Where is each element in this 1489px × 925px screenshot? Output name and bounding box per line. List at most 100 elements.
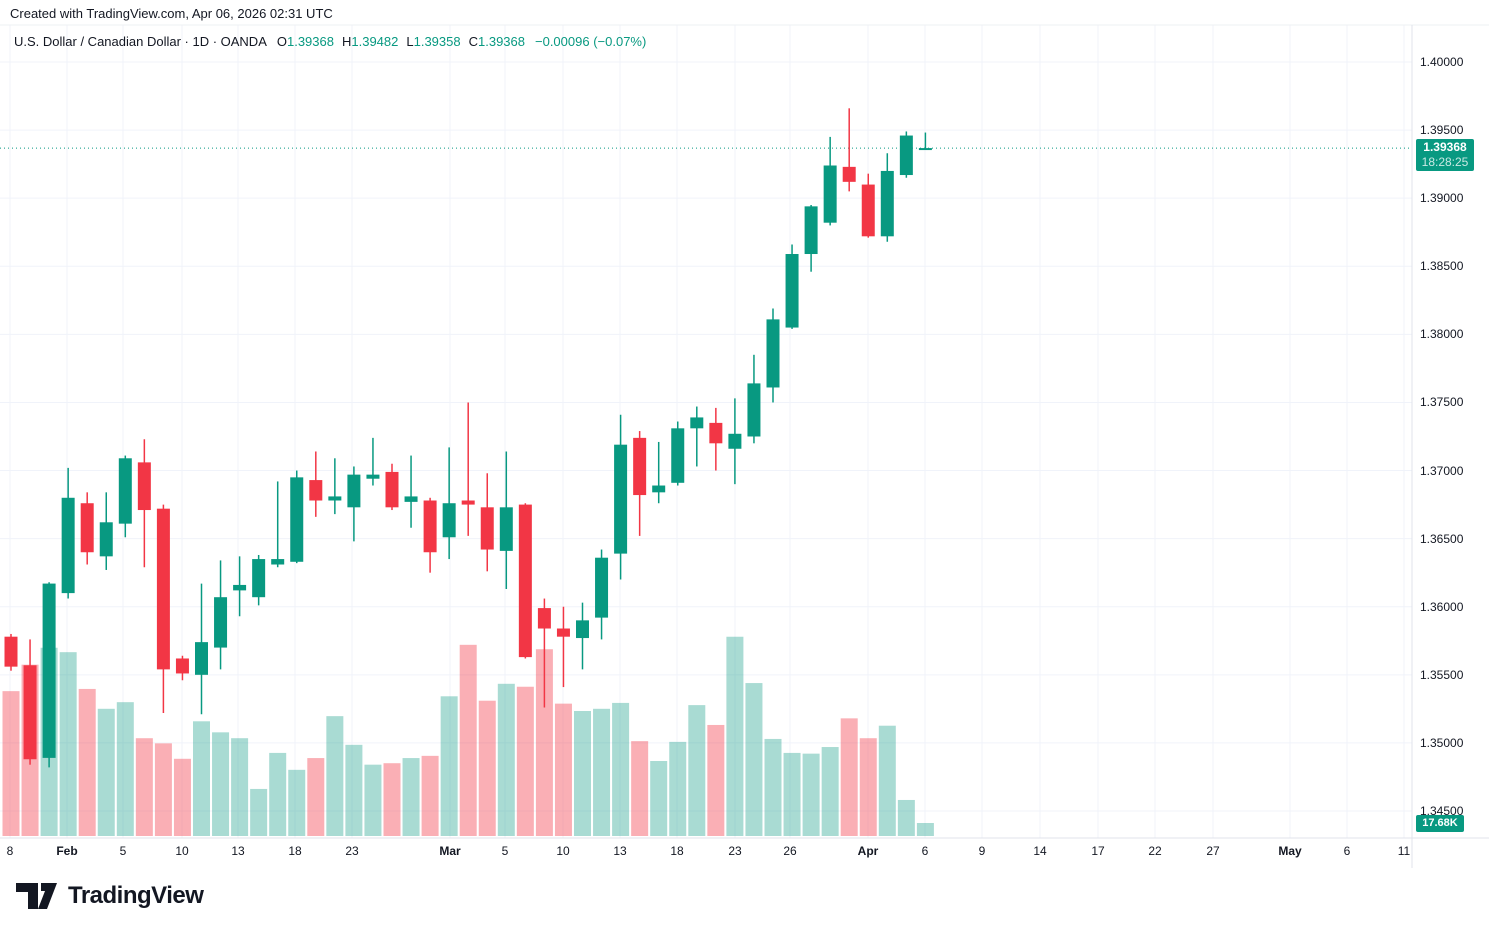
volume-bar[interactable] [516, 686, 534, 836]
candle-body[interactable] [290, 477, 304, 562]
volume-bar[interactable] [497, 683, 515, 836]
candle-body[interactable] [804, 206, 818, 255]
volume-bar[interactable] [116, 702, 134, 836]
volume-bar[interactable] [59, 652, 77, 836]
candle-body[interactable] [747, 383, 761, 437]
volume-bar[interactable] [916, 822, 934, 836]
volume-bar[interactable] [478, 700, 496, 836]
candle-body[interactable] [899, 135, 913, 176]
candle-body[interactable] [252, 559, 266, 598]
volume-bar[interactable] [745, 683, 763, 836]
candle-body[interactable] [595, 557, 609, 618]
volume-bar[interactable] [593, 708, 611, 836]
candle-body[interactable] [461, 500, 475, 505]
volume-bar[interactable] [688, 705, 706, 836]
volume-bar[interactable] [535, 649, 553, 836]
candle-body[interactable] [861, 184, 875, 237]
candle-body[interactable] [766, 319, 780, 388]
volume-bar[interactable] [783, 752, 801, 836]
candle-body[interactable] [175, 658, 189, 674]
volume-bar[interactable] [383, 763, 401, 836]
candle-body[interactable] [880, 170, 894, 237]
candle-body[interactable] [137, 462, 151, 511]
volume-bar[interactable] [269, 752, 287, 836]
candle-body[interactable] [214, 597, 228, 648]
volume-bar[interactable] [326, 716, 344, 836]
volume-bar[interactable] [440, 696, 458, 836]
candle-body[interactable] [195, 642, 208, 675]
volume-bar[interactable] [154, 743, 172, 836]
candle-body[interactable] [233, 584, 247, 591]
candle-body[interactable] [385, 471, 399, 508]
volume-bar[interactable] [669, 741, 687, 836]
volume-bar[interactable] [878, 725, 896, 836]
candle-body[interactable] [556, 628, 570, 637]
volume-bar[interactable] [212, 732, 230, 836]
candle-body[interactable] [23, 665, 37, 760]
candle-body[interactable] [309, 480, 323, 501]
volume-bar[interactable] [402, 758, 420, 836]
volume-bar[interactable] [821, 747, 839, 836]
candle-body[interactable] [80, 503, 94, 553]
candle-body[interactable] [118, 458, 132, 524]
volume-bar[interactable] [726, 636, 744, 836]
candle-body[interactable] [442, 503, 456, 538]
candle-body[interactable] [328, 496, 342, 501]
candle-body[interactable] [4, 636, 18, 667]
candle-body[interactable] [652, 485, 666, 493]
tradingview-logo[interactable]: TradingView [16, 882, 204, 910]
volume-bar[interactable] [421, 755, 439, 836]
candle-body[interactable] [347, 474, 361, 508]
candle-body[interactable] [728, 433, 742, 449]
candle-body[interactable] [918, 148, 932, 151]
volume-bar[interactable] [802, 753, 820, 836]
candle-body[interactable] [671, 428, 685, 483]
volume-bar[interactable] [574, 710, 591, 836]
candle-body[interactable] [42, 583, 56, 758]
candle-body[interactable] [404, 496, 418, 502]
candle-body[interactable] [842, 166, 856, 182]
volume-bar[interactable] [554, 703, 572, 836]
candle-body[interactable] [366, 474, 380, 479]
candle-body[interactable] [423, 500, 437, 553]
volume-bar[interactable] [250, 788, 268, 836]
volume-bar[interactable] [897, 799, 915, 836]
volume-bar[interactable] [173, 758, 191, 836]
candle-body[interactable] [690, 417, 704, 429]
volume-bar[interactable] [707, 724, 725, 836]
candle-body[interactable] [480, 507, 494, 550]
chart-panel: U.S. Dollar / Canadian Dollar · 1D · OAN… [0, 0, 1489, 875]
volume-bar[interactable] [859, 738, 877, 836]
volume-bar[interactable] [364, 764, 382, 836]
volume-bar[interactable] [650, 760, 668, 836]
volume-bar[interactable] [459, 644, 477, 836]
candle-body[interactable] [614, 444, 628, 554]
volume-bar[interactable] [2, 691, 20, 836]
candle-body[interactable] [61, 497, 75, 594]
volume-bar[interactable] [78, 688, 96, 836]
candle-body[interactable] [156, 508, 170, 670]
volume-bar[interactable] [840, 718, 858, 836]
volume-bar[interactable] [612, 702, 630, 836]
volume-bar[interactable] [345, 744, 363, 836]
volume-bar[interactable] [288, 769, 306, 836]
candle-body[interactable] [99, 522, 113, 557]
candle-body[interactable] [518, 504, 532, 658]
candle-body[interactable] [785, 254, 799, 328]
volume-bar[interactable] [193, 721, 210, 836]
candle-body[interactable] [576, 620, 589, 639]
volume-bar[interactable] [631, 741, 649, 836]
volume-bar[interactable] [764, 738, 782, 836]
price-chart-canvas[interactable] [0, 0, 1489, 875]
volume-bar[interactable] [135, 738, 153, 836]
candle-body[interactable] [709, 422, 723, 444]
candle-body[interactable] [499, 507, 513, 551]
candle-body[interactable] [271, 559, 285, 565]
candle-body[interactable] [633, 437, 647, 496]
candle-body[interactable] [537, 608, 551, 629]
volume-bar[interactable] [231, 738, 249, 836]
volume-bar[interactable] [307, 758, 325, 836]
volume-bar[interactable] [97, 708, 115, 836]
price-tick-label: 1.40000 [1420, 55, 1464, 69]
candle-body[interactable] [823, 165, 837, 223]
